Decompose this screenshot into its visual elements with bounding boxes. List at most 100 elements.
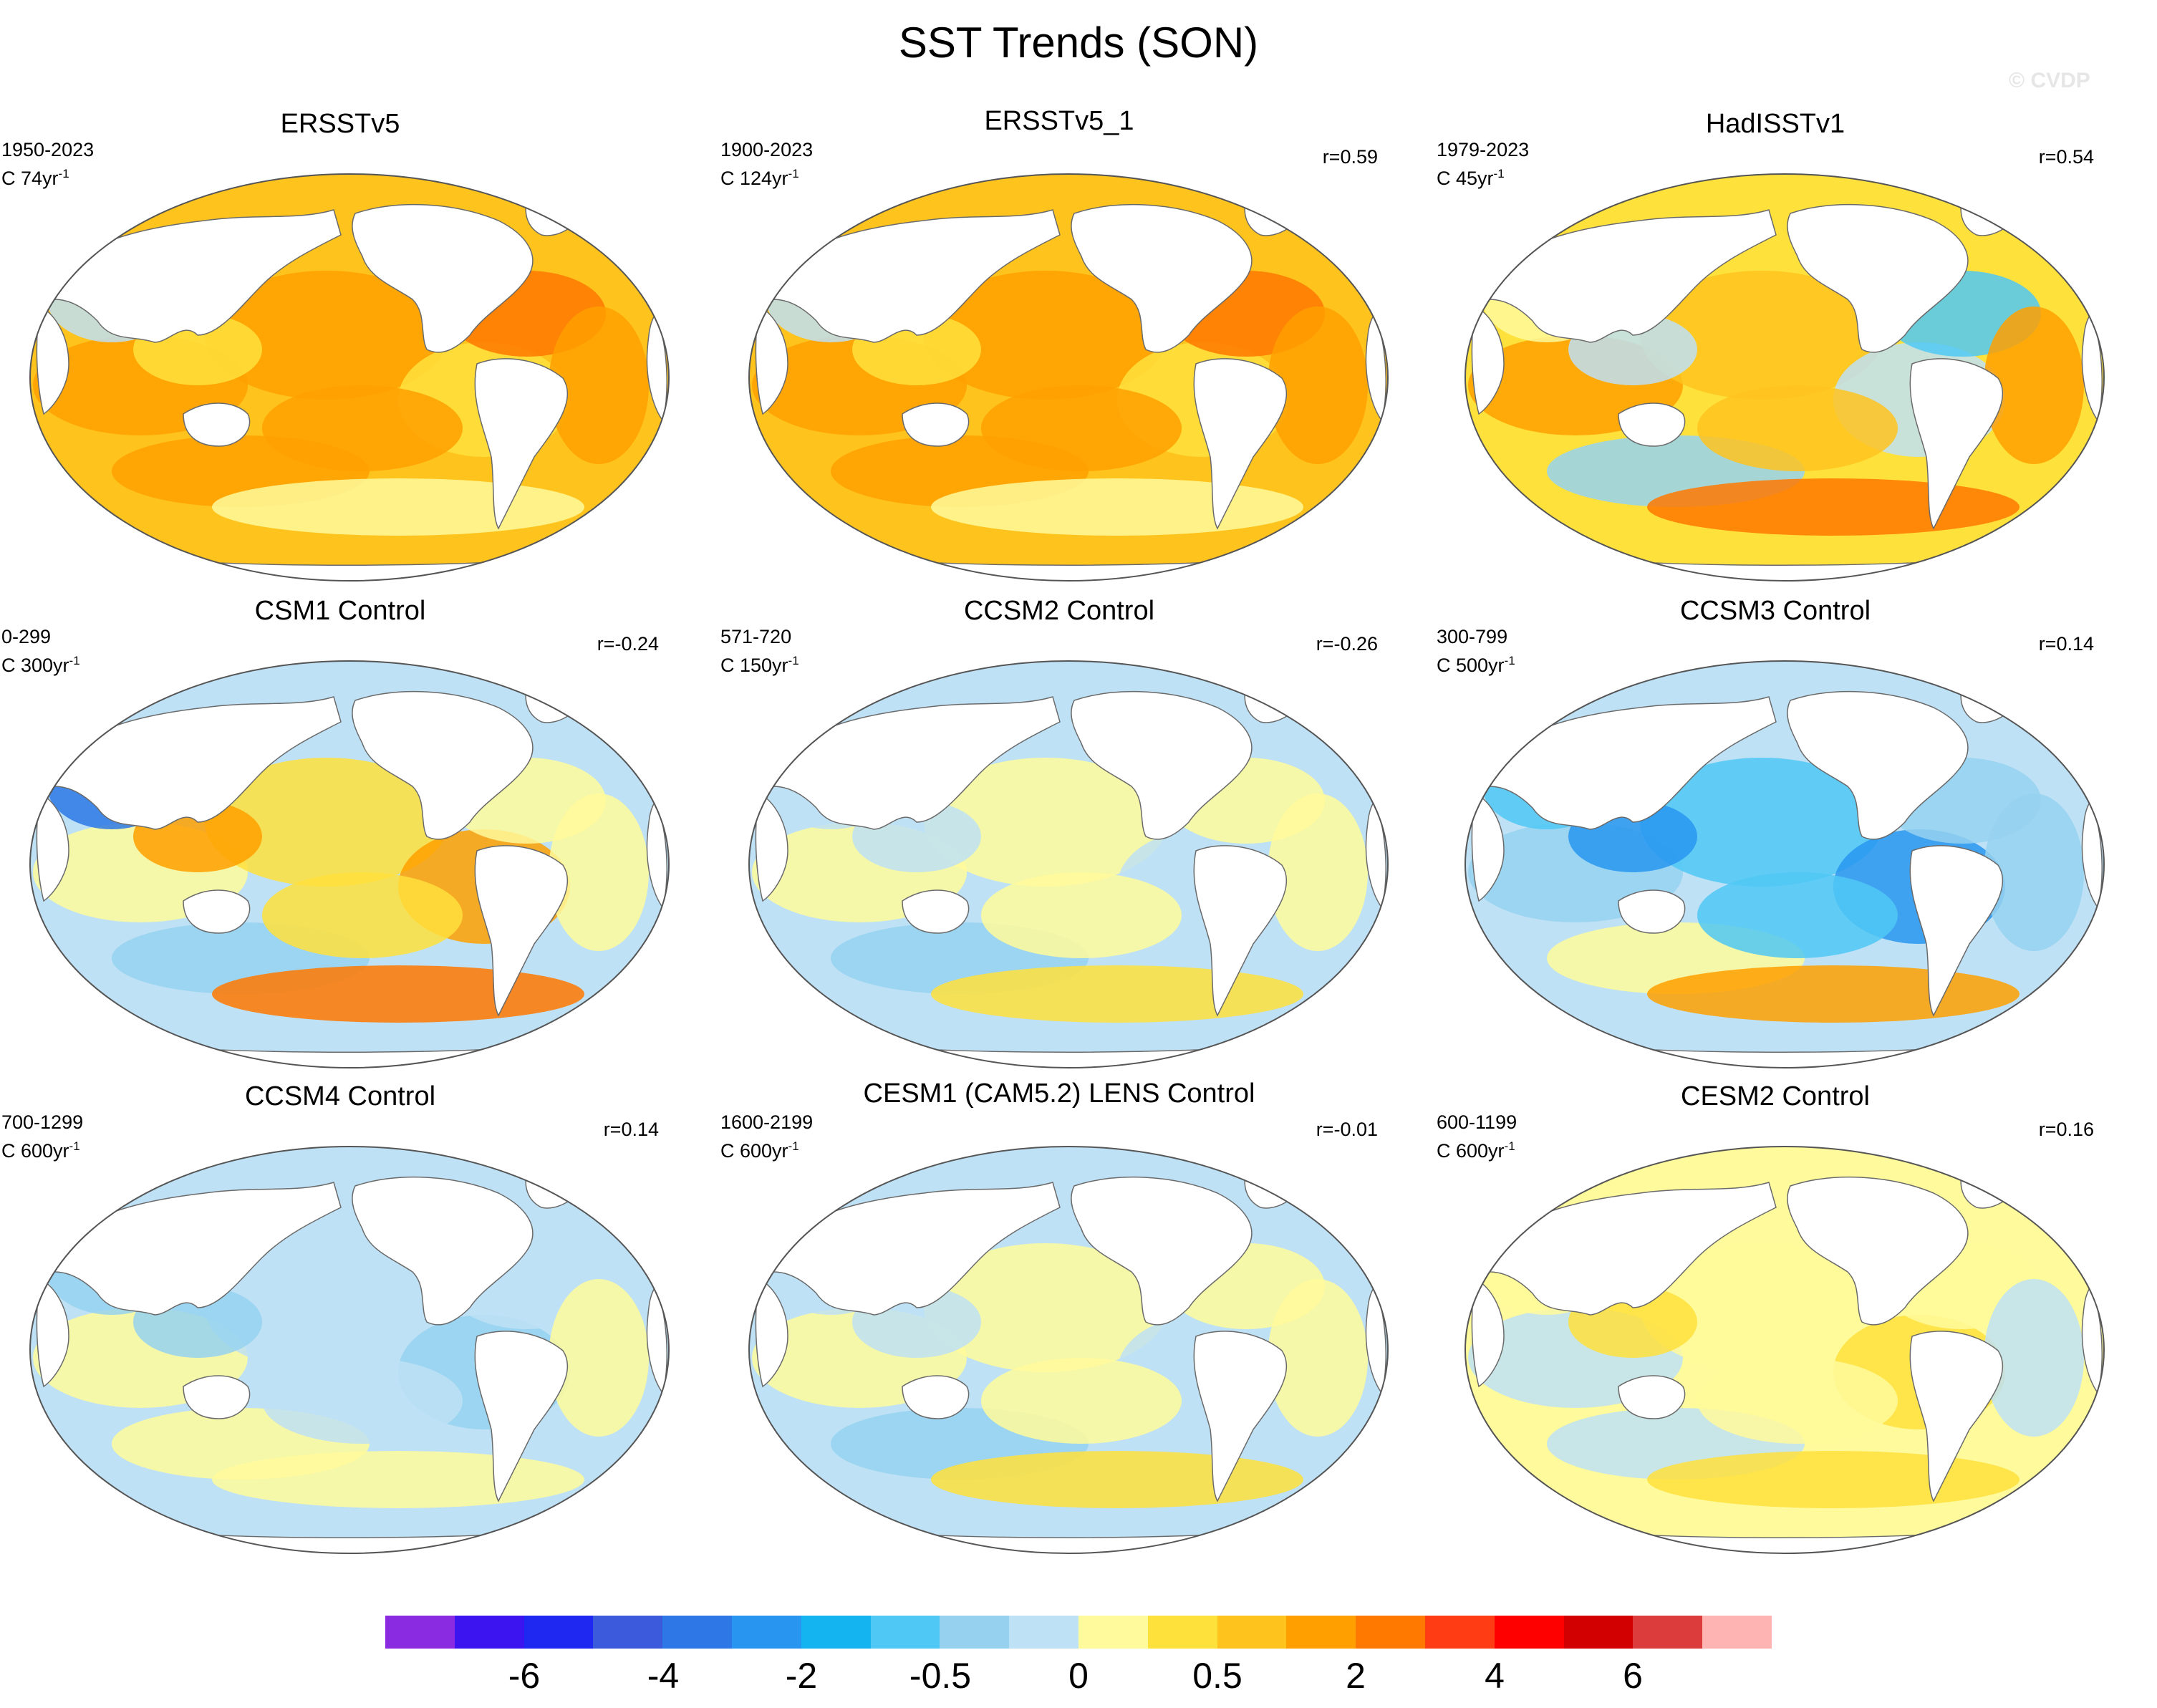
panel-trend-scale: C 600yr-1 (1437, 1139, 1515, 1162)
map-panel-ccsm2-control: CCSM2 Control 571-720 C 150yr-1 r=-0.26 (719, 592, 1399, 1079)
landmass (2081, 799, 2103, 910)
landmass (1787, 690, 1969, 840)
landmass (1960, 682, 2020, 723)
panel-trend-scale: C 500yr-1 (1437, 654, 1515, 676)
landmass (755, 305, 788, 415)
panel-title: CCSM2 Control (963, 596, 1155, 626)
landmass (1471, 792, 1505, 902)
trend-region (1697, 1358, 1898, 1444)
colorbar-swatch (662, 1616, 732, 1649)
landmass (183, 889, 251, 934)
world-map (29, 1146, 670, 1554)
landmass (1787, 1176, 1969, 1326)
map-border (748, 1146, 1389, 1554)
panel-correlation: r=-0.01 (1316, 1119, 1378, 1140)
trend-region (1640, 1243, 1883, 1372)
landmass (2081, 1285, 2103, 1395)
colorbar-swatch (1147, 1616, 1217, 1649)
world-map (1464, 1146, 2105, 1554)
map-border (1464, 1146, 2105, 1554)
trend-region (1268, 307, 1368, 464)
landmass (525, 1167, 585, 1209)
landmass (36, 792, 69, 902)
colorbar-label: -4 (647, 1656, 680, 1696)
landmass (773, 1182, 1061, 1316)
trend-region (212, 1451, 584, 1508)
world-map (748, 660, 1389, 1068)
map-panel-ccsm3-control: CCSM3 Control 300-799 C 500yr-1 r=0.14 (1435, 592, 2115, 1079)
trend-region (1697, 872, 1898, 958)
trend-region (981, 385, 1182, 471)
map-panel-ccsm4-control: CCSM4 Control 700-1299 C 600yr-1 r=0.14 (0, 1077, 680, 1564)
map-border (29, 1146, 670, 1554)
colorbar-swatch (1078, 1616, 1148, 1649)
map-border (748, 173, 1389, 582)
panel-period: 300-799 (1437, 626, 1508, 647)
panel-title: CCSM3 Control (1679, 596, 1871, 626)
map-border (29, 173, 670, 582)
trend-region (212, 965, 584, 1023)
trend-region (1640, 758, 1883, 887)
panel-period: 0-299 (1, 626, 52, 647)
panel-period: 1979-2023 (1437, 139, 1530, 160)
colorbar-label: 0.5 (1192, 1656, 1242, 1696)
trend-region (549, 1279, 649, 1437)
landmass (1909, 845, 2004, 1017)
trend-region (981, 872, 1182, 958)
world-map (1464, 660, 2105, 1068)
world-map (29, 173, 670, 582)
trend-region (212, 478, 584, 536)
trend-region (1647, 1451, 2020, 1508)
colorbar-swatch (1286, 1616, 1356, 1649)
map-panel-ersstv5: ERSSTv5 1950-2023 C 74yr-1 (0, 105, 680, 592)
trend-region (1647, 965, 2020, 1023)
landmass (1960, 1167, 2020, 1209)
trend-region (931, 965, 1303, 1023)
world-map (29, 660, 670, 1068)
colorbar (385, 1616, 1772, 1649)
panel-period: 571-720 (720, 626, 792, 647)
colorbar-swatch (1217, 1616, 1287, 1649)
colorbar-label: -0.5 (909, 1656, 972, 1696)
landmass (1244, 1167, 1304, 1209)
colorbar-swatch (1424, 1616, 1495, 1649)
landmass (1489, 696, 1777, 830)
landmass (2081, 312, 2103, 423)
colorbar-swatch (1494, 1616, 1564, 1649)
colorbar-swatch (940, 1616, 1010, 1649)
colorbar-swatch (1633, 1616, 1703, 1649)
world-map (748, 1146, 1389, 1554)
landmass (183, 402, 251, 447)
map-panel-csm1-control: CSM1 Control 0-299 C 300yr-1 r=-0.24 (0, 592, 680, 1079)
colorbar-label: 0 (1068, 1656, 1089, 1696)
trend-region (1647, 478, 2020, 536)
panel-period: 700-1299 (1, 1111, 84, 1133)
trend-region (205, 1243, 448, 1372)
landmass (1365, 312, 1386, 423)
panel-title: HadISSTv1 (1705, 109, 1845, 139)
map-border (29, 660, 670, 1068)
landmass (1618, 889, 1686, 934)
colorbar-swatch (801, 1616, 871, 1649)
figure-title: SST Trends (SON) (898, 19, 1259, 67)
landmass (474, 358, 569, 530)
panel-correlation: r=-0.26 (1316, 633, 1378, 655)
map-panel-cesm1-lens-control: CESM1 (CAM5.2) LENS Control 1600-2199 C … (719, 1077, 1399, 1564)
landmass (525, 682, 585, 723)
landmass (1787, 203, 1969, 353)
landmass (773, 209, 1061, 343)
landmass (902, 402, 970, 447)
trend-region (262, 1358, 463, 1444)
panel-trend-scale: C 45yr-1 (1437, 167, 1505, 189)
landmass (1193, 358, 1288, 530)
panel-trend-scale: C 300yr-1 (1, 654, 80, 676)
landmass (1489, 209, 1777, 343)
landmass (646, 1285, 667, 1395)
map-panel-ersstv5-1: ERSSTv5_1 1900-2023 C 124yr-1 r=0.59 (719, 105, 1399, 592)
landmass (36, 1278, 69, 1388)
landmass (1471, 305, 1505, 415)
landmass (1618, 402, 1686, 447)
landmass (183, 1375, 251, 1419)
landmass (755, 1278, 788, 1388)
colorbar-swatch (593, 1616, 663, 1649)
